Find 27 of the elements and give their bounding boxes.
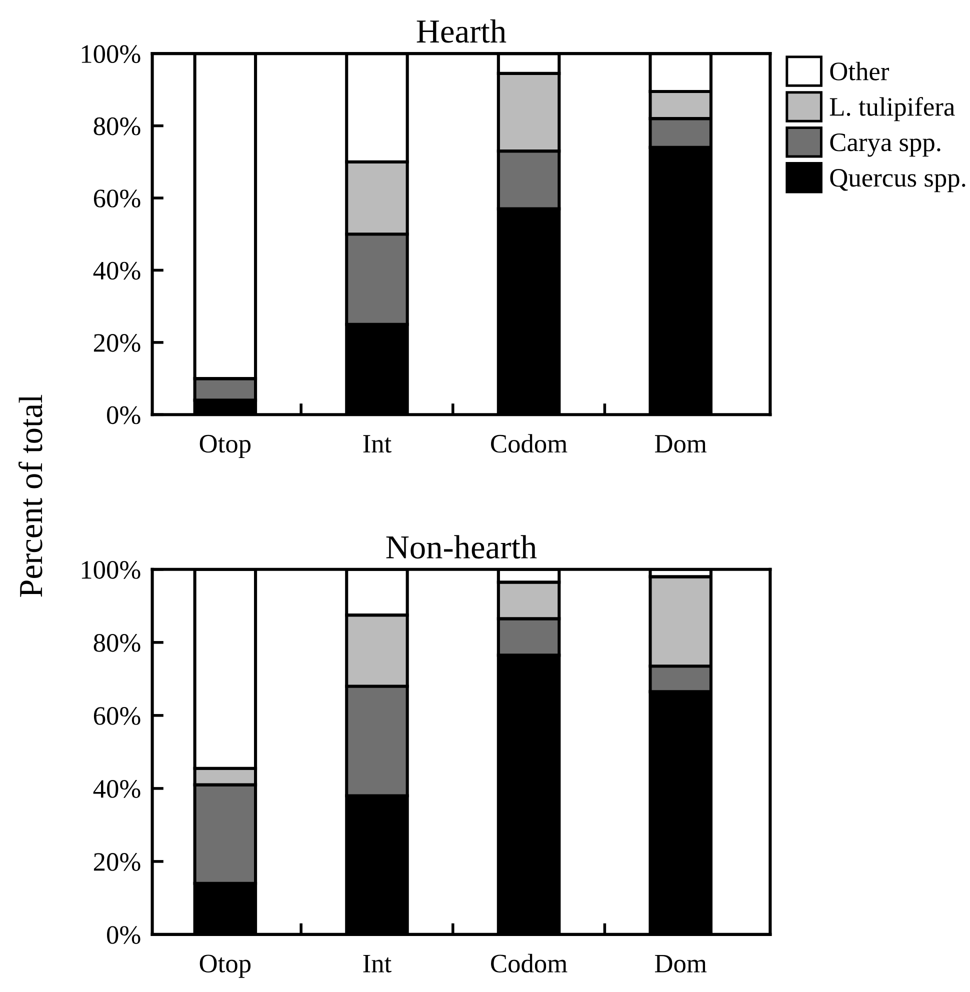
legend-label: Quercus spp. bbox=[830, 169, 966, 192]
y-tick-label: 80% bbox=[94, 634, 140, 652]
y-tick-label: 0% bbox=[107, 926, 140, 944]
y-tick-label: 60% bbox=[94, 190, 140, 208]
y-tick-label: 20% bbox=[94, 853, 140, 871]
x-tick-label: Int bbox=[363, 435, 392, 453]
y-tick-label: 100% bbox=[82, 45, 140, 64]
legend-label: Other bbox=[830, 62, 889, 80]
x-tick-label: Codom bbox=[491, 954, 568, 972]
x-tick-label: Codom bbox=[491, 434, 568, 453]
x-tick-label: Dom bbox=[654, 435, 707, 453]
legend-label: L. tulipifera bbox=[830, 96, 955, 122]
y-tick-label: 60% bbox=[94, 707, 140, 725]
x-tick-label: Otop bbox=[200, 434, 251, 458]
chart-title: Non-hearth bbox=[386, 535, 537, 559]
y-tick-label: 100% bbox=[82, 561, 140, 579]
y-tick-label: 40% bbox=[93, 262, 140, 280]
y-tick-label: 20% bbox=[94, 334, 140, 352]
y-tick-label: 0% bbox=[107, 406, 140, 424]
y-tick-label: 40% bbox=[93, 780, 140, 798]
y-tick-label: 80% bbox=[94, 117, 140, 136]
chart-title: Hearth bbox=[416, 19, 506, 43]
x-tick-label: Int bbox=[363, 954, 392, 972]
x-tick-label: Dom bbox=[654, 954, 707, 972]
legend-label: Carya spp. bbox=[830, 134, 940, 157]
y-axis-title: Percent of total bbox=[18, 394, 42, 597]
x-tick-label: Otop bbox=[200, 954, 251, 978]
